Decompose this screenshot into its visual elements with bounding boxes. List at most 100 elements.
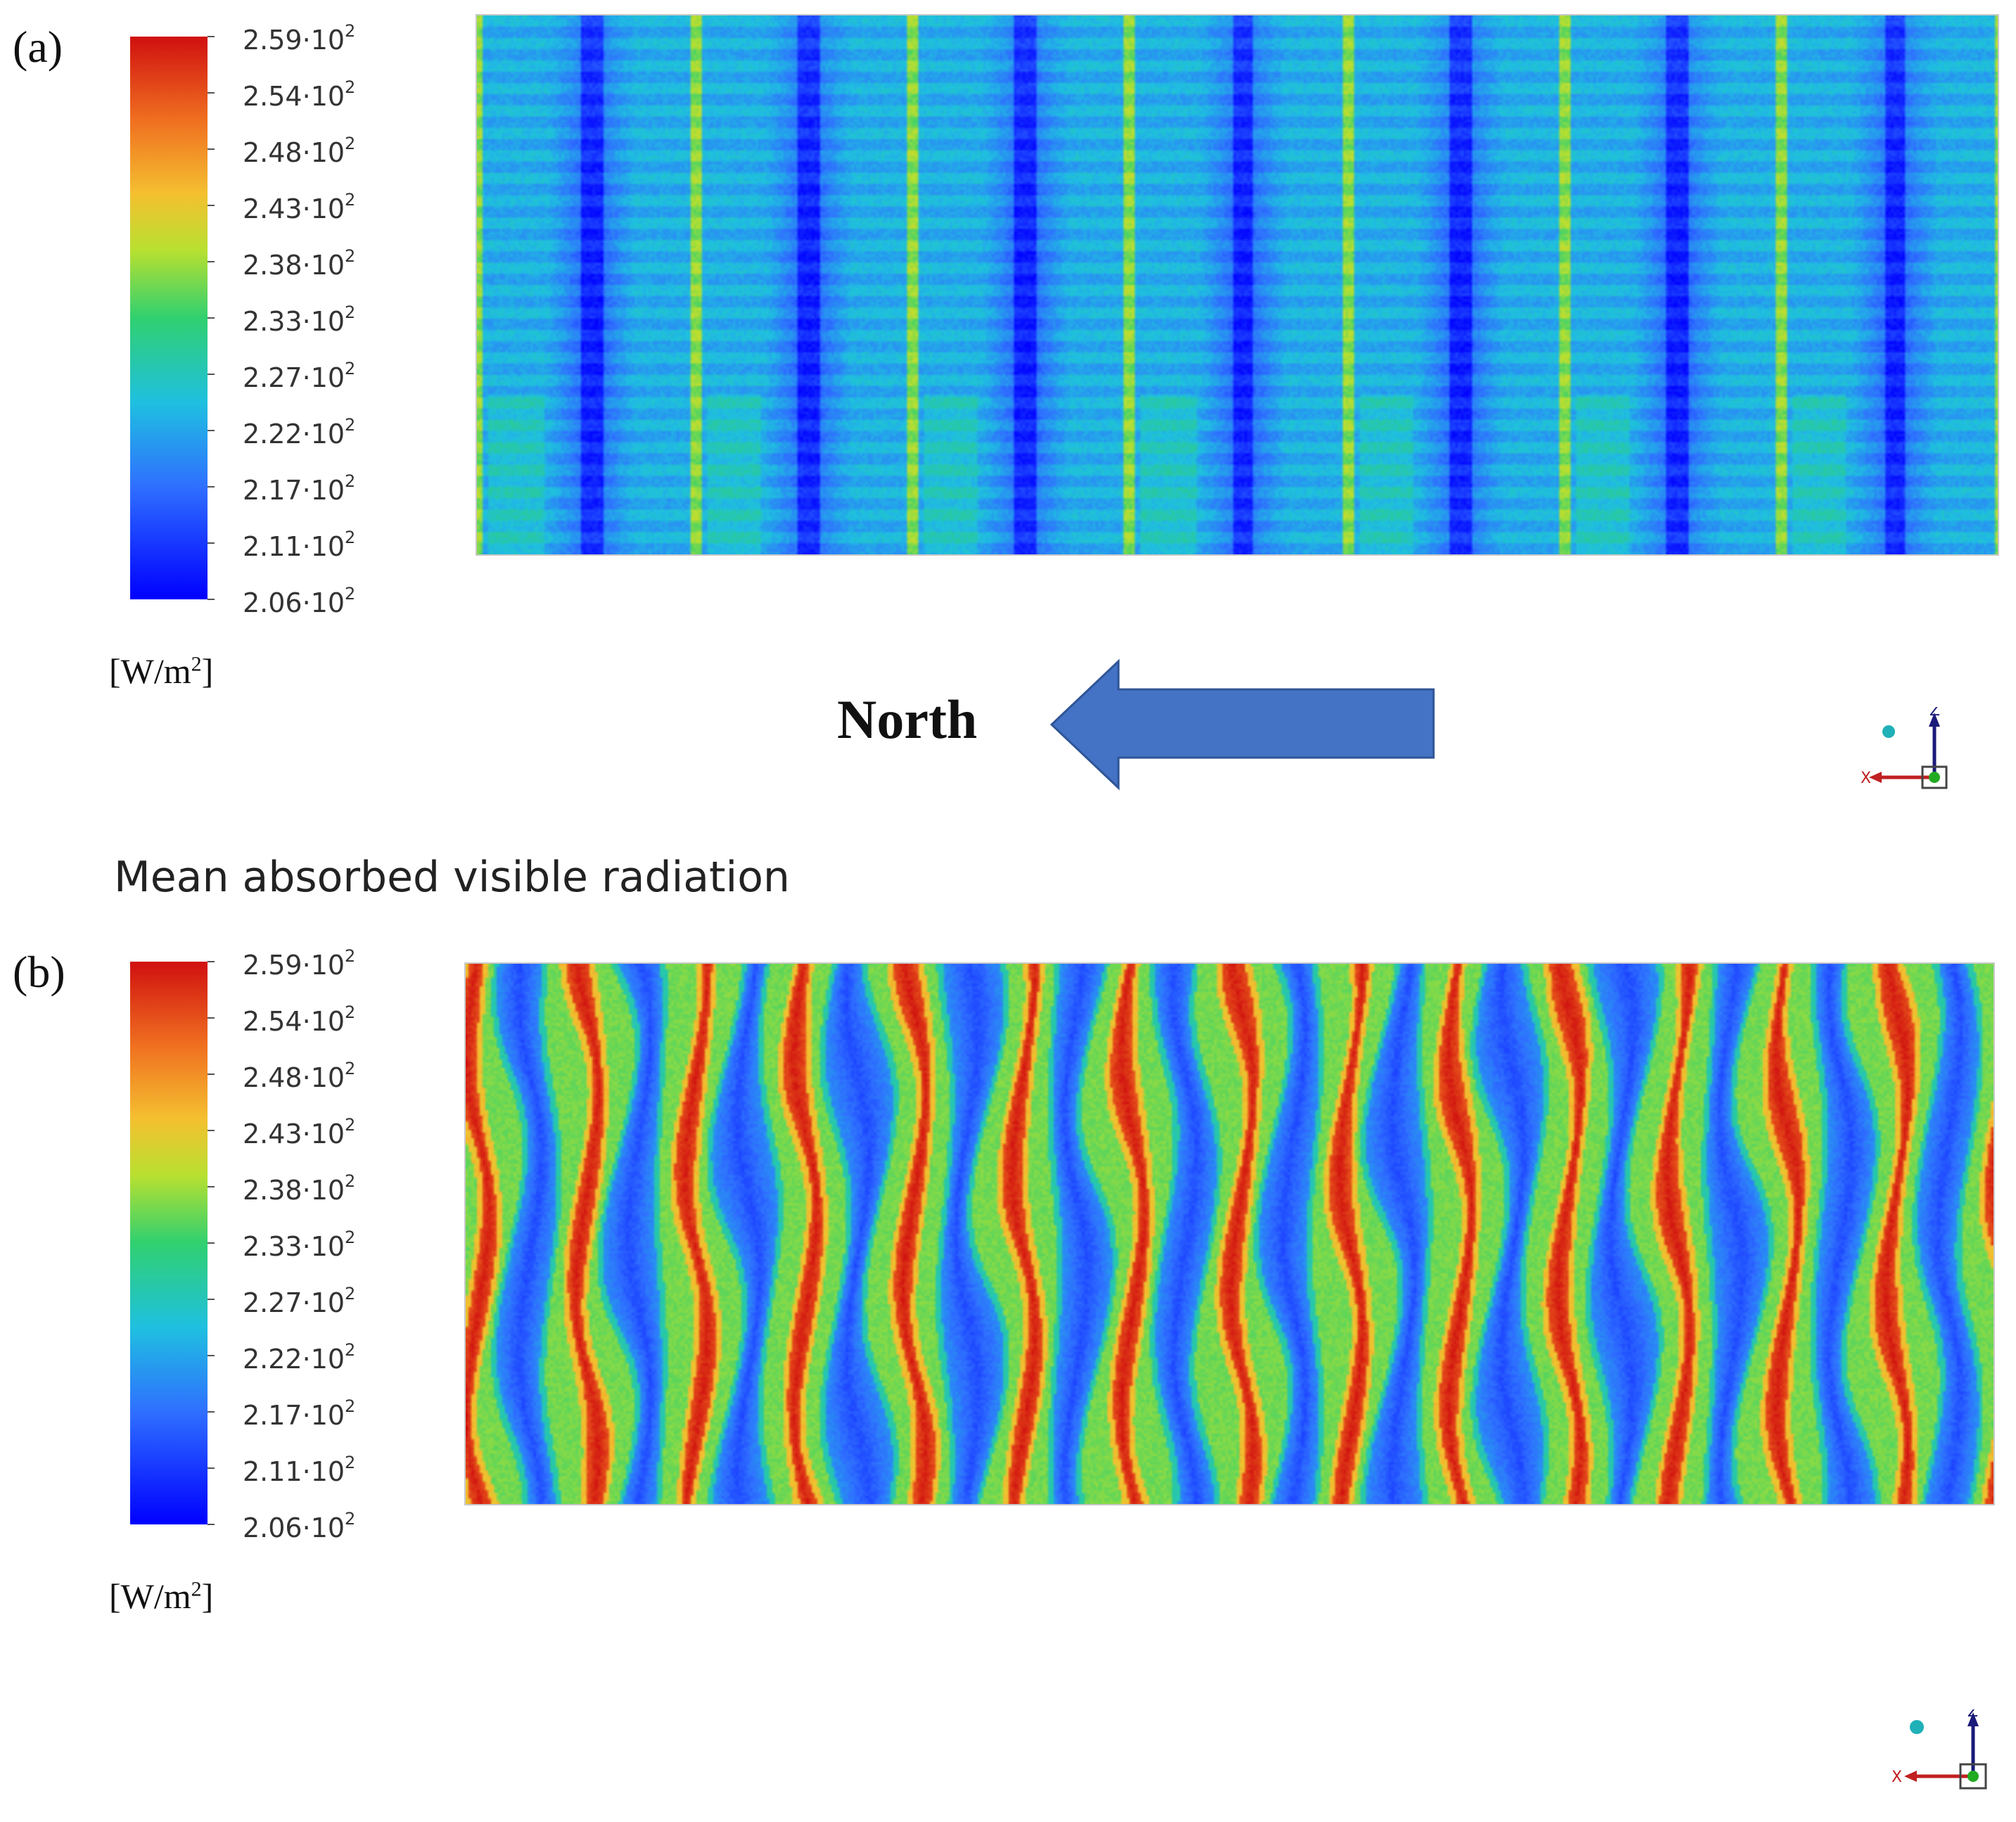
triad-x-label-b: X <box>1891 1769 1902 1786</box>
colorbar-tick-mark <box>208 205 215 206</box>
tick-exponent: 2 <box>345 1002 356 1022</box>
panel-label-a: (a) <box>13 22 63 72</box>
colorbar-tick-mark <box>208 374 215 375</box>
tick-exponent: 2 <box>345 471 356 491</box>
tick-exponent: 2 <box>345 1509 356 1529</box>
colorbar-tick-mark <box>208 148 215 150</box>
tick-mantissa: 2.22·10 <box>243 1344 345 1375</box>
tick-mantissa: 2.43·10 <box>243 1119 345 1149</box>
tick-mantissa: 2.06·10 <box>243 587 345 618</box>
colorbar-tick-label: 2.38·102 <box>243 1173 355 1204</box>
tick-mantissa: 2.48·10 <box>243 137 345 168</box>
colorbar-tick-label: 2.59·102 <box>243 948 355 979</box>
unit-suffix-b: ] <box>201 1576 214 1616</box>
colorbar-tick-mark <box>208 1299 215 1300</box>
colorbar-tick-mark <box>208 1355 215 1356</box>
triad-x-label-a: X <box>1861 770 1871 787</box>
colorbar-tick-mark <box>208 261 215 262</box>
tick-exponent: 2 <box>345 1453 356 1472</box>
tick-mantissa: 2.17·10 <box>243 475 345 506</box>
tick-exponent: 2 <box>345 134 356 153</box>
unit-exp-a: 2 <box>191 652 202 676</box>
tick-exponent: 2 <box>345 1340 356 1360</box>
colorbar-tick-label: 2.54·102 <box>243 79 355 110</box>
colorbar-tick-label: 2.17·102 <box>243 473 355 504</box>
tick-mantissa: 2.48·10 <box>243 1062 345 1093</box>
colorbar-tick-label: 2.06·102 <box>243 585 355 616</box>
colorbar-tick-label: 2.22·102 <box>243 416 355 447</box>
tick-mantissa: 2.38·10 <box>243 1175 345 1206</box>
heatmap-a <box>476 14 1999 556</box>
tick-mantissa: 2.27·10 <box>243 1287 345 1318</box>
unit-prefix-b: [W/m <box>109 1576 191 1616</box>
unit-exp-b: 2 <box>191 1577 202 1601</box>
colorbar-tick-label: 2.48·102 <box>243 135 355 166</box>
unit-suffix-a: ] <box>201 651 214 691</box>
colorbar-tick-label: 2.38·102 <box>243 248 355 279</box>
tick-mantissa: 2.43·10 <box>243 193 345 224</box>
colorbar-tick-label: 2.22·102 <box>243 1342 355 1372</box>
tick-mantissa: 2.17·10 <box>243 1400 345 1431</box>
colorbar-tick-mark <box>208 1017 215 1019</box>
colorbar-tick-mark <box>208 542 215 544</box>
colorbar-tick-mark <box>208 486 215 488</box>
colorbar-tick-mark <box>208 1467 215 1469</box>
left-arrow-icon <box>1050 658 1435 791</box>
colorbar-tick-mark <box>208 599 215 600</box>
heatmap-b <box>464 962 1995 1505</box>
colorbar-tick-mark <box>208 1411 215 1413</box>
colorbar-tick-label: 2.33·102 <box>243 304 355 335</box>
colorbar-tick-label: 2.54·102 <box>243 1004 355 1035</box>
panel-label-b: (b) <box>13 947 65 997</box>
colorbar-tick-label: 2.27·102 <box>243 360 355 391</box>
tick-exponent: 2 <box>345 1059 356 1078</box>
colorbar-tick-label: 2.27·102 <box>243 1285 355 1316</box>
tick-mantissa: 2.59·10 <box>243 25 345 56</box>
colorbar-tick-mark <box>208 92 215 94</box>
panel-b-title: Mean absorbed visible radiation <box>114 853 790 902</box>
colorbar-tick-mark <box>208 1242 215 1244</box>
colorbar-tick-label: 2.43·102 <box>243 191 355 222</box>
colorbar-tick-mark <box>208 430 215 431</box>
tick-exponent: 2 <box>345 528 356 547</box>
unit-label-a: [W/m2] <box>109 651 213 692</box>
colorbar-tick-label: 2.11·102 <box>243 529 355 560</box>
colorbar-tick-label: 2.33·102 <box>243 1229 355 1260</box>
colorbar-tick-mark <box>208 36 215 37</box>
axis-triad-b: X Z <box>1891 1709 1987 1790</box>
tick-exponent: 2 <box>345 21 356 41</box>
tick-exponent: 2 <box>345 77 356 97</box>
colorbar-tick-mark <box>208 1130 215 1131</box>
tick-mantissa: 2.33·10 <box>243 1231 345 1262</box>
tick-exponent: 2 <box>345 1396 356 1416</box>
colorbar-tick-label: 2.17·102 <box>243 1398 355 1429</box>
triad-z-label-b: Z <box>1967 1709 1978 1721</box>
north-label: North <box>837 689 978 750</box>
tick-mantissa: 2.54·10 <box>243 1006 345 1037</box>
tick-exponent: 2 <box>345 246 356 266</box>
tick-mantissa: 2.27·10 <box>243 362 345 393</box>
colorbar-tick-mark <box>208 1074 215 1075</box>
colorbar-a <box>130 37 208 599</box>
tick-exponent: 2 <box>345 584 356 604</box>
triad-dot-icon <box>1882 725 1895 738</box>
colorbar-b <box>130 962 208 1524</box>
tick-mantissa: 2.54·10 <box>243 81 345 112</box>
colorbar-tick-label: 2.11·102 <box>243 1454 355 1485</box>
tick-exponent: 2 <box>345 190 356 210</box>
tick-exponent: 2 <box>345 1115 356 1135</box>
tick-mantissa: 2.59·10 <box>243 950 345 981</box>
colorbar-tick-label: 2.48·102 <box>243 1060 355 1091</box>
tick-exponent: 2 <box>345 302 356 322</box>
colorbar-b-gradient <box>130 962 208 1524</box>
colorbar-tick-label: 2.43·102 <box>243 1116 355 1147</box>
axis-triad-a: X Z <box>1861 707 1948 789</box>
heatmap-a-canvas <box>477 15 1998 554</box>
unit-prefix-a: [W/m <box>109 651 191 691</box>
tick-mantissa: 2.06·10 <box>243 1512 345 1543</box>
tick-exponent: 2 <box>345 1171 356 1191</box>
tick-exponent: 2 <box>345 359 356 378</box>
unit-label-b: [W/m2] <box>109 1576 213 1617</box>
colorbar-tick-mark <box>208 1186 215 1187</box>
tick-mantissa: 2.11·10 <box>243 1456 345 1487</box>
